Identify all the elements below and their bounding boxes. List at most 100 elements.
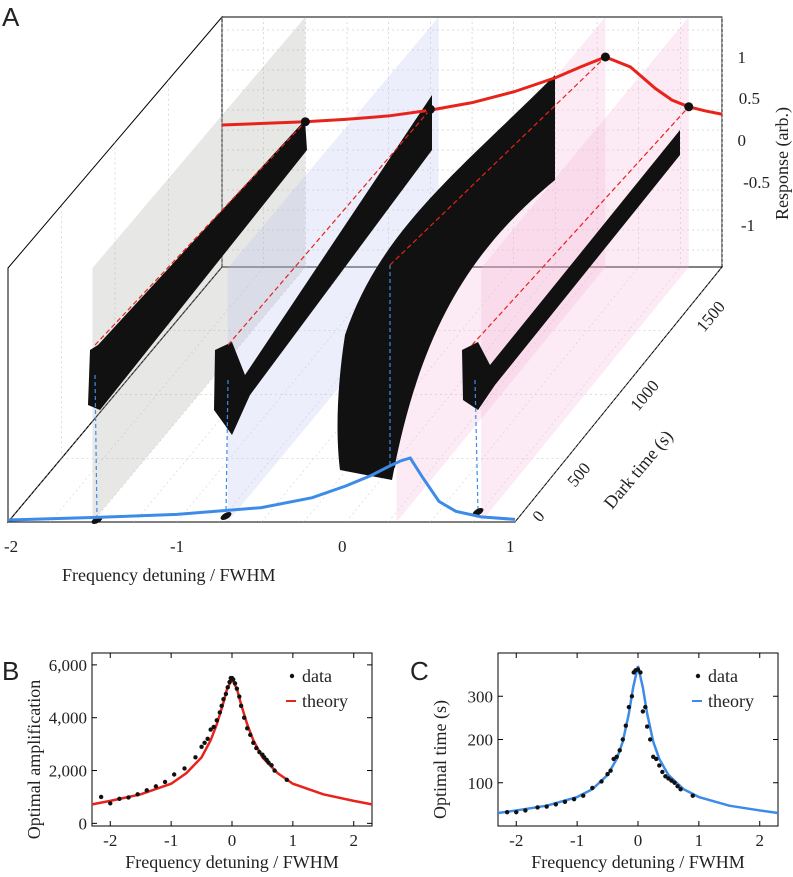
- panel-c-plot: -2 -1 0 1 2 100 200 300 data theory Frequency detu…: [430, 652, 779, 872]
- response-trace: [214, 95, 432, 435]
- x-axis-label: Frequency detuning / FWHM: [531, 852, 744, 872]
- red-dashed-line: [471, 106, 690, 346]
- data-point: [678, 787, 683, 792]
- data-point: [611, 756, 616, 762]
- data-point: [669, 778, 674, 783]
- data-point: [223, 691, 229, 697]
- red-dashed-line: [389, 56, 606, 266]
- data-point: [666, 776, 671, 781]
- legend-data-label: data: [302, 666, 332, 686]
- y-tick-label: 300: [468, 687, 494, 706]
- data-point: [599, 779, 604, 784]
- data-point: [182, 766, 187, 771]
- red-dashed-line: [94, 121, 306, 346]
- grid-line: [92, 266, 306, 523]
- data-point: [211, 724, 216, 730]
- legend-theory-label: theory: [302, 691, 348, 711]
- y-tick: 1000: [627, 376, 663, 414]
- data-point: [171, 772, 177, 777]
- data-point: [248, 732, 253, 738]
- x-tick: 0: [338, 537, 347, 556]
- y-axis-label: Optimal amplification: [24, 680, 44, 839]
- data-point: [620, 737, 625, 742]
- theory-curves: [7, 52, 723, 524]
- data-point: [675, 784, 680, 789]
- x-tick-label: 1: [695, 831, 704, 850]
- data-point: [581, 793, 586, 798]
- data-point: [614, 754, 619, 759]
- y-tick-label: 200: [468, 731, 494, 750]
- data-point: [219, 703, 224, 709]
- theory-curve: [497, 665, 779, 815]
- data-point: [232, 681, 238, 686]
- data-point: [193, 755, 198, 760]
- blue-dashed-line: [474, 379, 479, 511]
- x-tick-label: 2: [755, 831, 764, 850]
- y-tick-label: 100: [468, 774, 494, 793]
- data-point: [672, 780, 677, 785]
- x-tick-label: 0: [228, 831, 237, 850]
- data-point: [144, 788, 149, 793]
- x-tick: 1: [506, 537, 515, 556]
- data-point: [654, 756, 659, 762]
- data-point: [644, 724, 650, 729]
- data-point: [617, 748, 622, 753]
- data-point: [205, 736, 210, 742]
- data-point: [254, 745, 259, 751]
- x-tick-label: -1: [164, 831, 178, 850]
- data-point: [214, 718, 219, 723]
- red-curve-point: [684, 102, 694, 112]
- response-trace: [337, 75, 555, 480]
- grid-line: [176, 266, 389, 523]
- dark-time-axis-label: Dark time (s): [600, 426, 678, 513]
- blue-dashed-line: [225, 379, 229, 515]
- data-point: [231, 677, 236, 682]
- x-tick: -1: [170, 537, 184, 556]
- z-tick: -0.5: [743, 173, 770, 192]
- data-point: [663, 774, 668, 779]
- data-point: [245, 726, 250, 731]
- data-point: [238, 703, 244, 709]
- y-tick-label: 0: [79, 814, 88, 833]
- data-point: [221, 697, 226, 702]
- data-point: [571, 796, 577, 802]
- data-point: [535, 805, 540, 810]
- data-point: [629, 694, 635, 699]
- y-axis-label: Optimal time (s): [430, 700, 451, 819]
- blue-dashed-line: [94, 374, 98, 519]
- data-point: [553, 802, 559, 807]
- data-point: [562, 799, 568, 804]
- data-point: [217, 710, 223, 715]
- data-point: [117, 796, 122, 801]
- red-theory-curve: [221, 55, 723, 127]
- legend-data-marker: [695, 673, 701, 679]
- z-tick: 0: [738, 131, 747, 150]
- red-curve-point: [300, 117, 310, 127]
- data-point: [234, 686, 240, 691]
- data-point: [269, 763, 274, 768]
- data-point: [635, 667, 641, 672]
- data-point: [623, 723, 629, 728]
- data-point: [514, 809, 519, 815]
- data-point: [690, 793, 695, 798]
- x-tick: -2: [4, 537, 18, 556]
- x-tick-label: -2: [103, 831, 117, 850]
- y-tick: 0: [529, 507, 549, 526]
- x-tick-label: 1: [289, 831, 298, 850]
- data-point: [108, 801, 113, 806]
- red-curve-point: [600, 52, 610, 62]
- panel-a-3d-plot: -2 -1 0 1 Frequency detuning / FWHM 0 50…: [4, 15, 793, 585]
- y-tick-label: 6,000: [49, 656, 87, 675]
- panel-b-plot: -2 -1 0 1 2 0 2,000 4,000 6,000 data theory Frequen…: [24, 652, 373, 872]
- data-point: [251, 740, 256, 746]
- y-tick-label: 2,000: [49, 762, 87, 781]
- x-tick-label: -2: [509, 831, 523, 850]
- x-axis-label: Frequency detuning / FWHM: [125, 852, 338, 872]
- legend-theory-label: theory: [708, 691, 754, 711]
- data-point: [638, 670, 643, 675]
- data-point: [660, 769, 665, 775]
- data-point: [202, 740, 207, 746]
- panel-label-c: C: [410, 656, 429, 686]
- data-point: [227, 679, 232, 685]
- floor-marker: [220, 512, 232, 520]
